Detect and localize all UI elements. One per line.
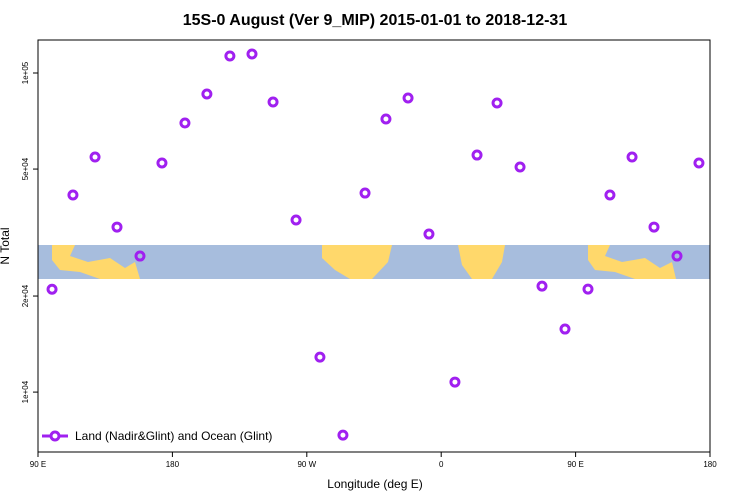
x-tick-label: 90 E (567, 460, 583, 469)
point (402, 92, 414, 104)
point (224, 50, 236, 62)
point (290, 214, 302, 226)
point (671, 250, 683, 262)
map-strip (38, 245, 710, 279)
point (514, 161, 526, 173)
point (134, 250, 146, 262)
point (359, 187, 371, 199)
point (536, 280, 548, 292)
point (179, 117, 191, 129)
y-tick-label: 5e+04 (21, 157, 30, 180)
point (111, 221, 123, 233)
x-tick-label: 0 (439, 460, 444, 469)
point (626, 151, 638, 163)
x-tick-label: 180 (166, 460, 180, 469)
point (201, 88, 213, 100)
y-axis-label: N Total (0, 227, 12, 264)
x-axis-label: Longitude (deg E) (327, 477, 422, 491)
x-tick-label: 180 (703, 460, 717, 469)
point (314, 351, 326, 363)
legend-marker (49, 430, 61, 442)
point (471, 149, 483, 161)
point (380, 113, 392, 125)
x-tick-label: 90 W (297, 460, 316, 469)
plot-frame (37, 39, 711, 453)
legend-label: Land (Nadir&Glint) and Ocean (Glint) (75, 429, 272, 443)
chart-title: 15S-0 August (Ver 9_MIP) 2015-01-01 to 2… (183, 12, 568, 29)
point (449, 376, 461, 388)
point (156, 157, 168, 169)
point (582, 283, 594, 295)
point (89, 151, 101, 163)
x-tick-label: 90 E (30, 460, 46, 469)
point (423, 228, 435, 240)
point (693, 157, 705, 169)
point (337, 429, 349, 441)
y-tick-label: 2e+04 (21, 284, 30, 307)
point (491, 97, 503, 109)
point (648, 221, 660, 233)
point (559, 323, 571, 335)
y-tick-label: 1e+04 (21, 380, 30, 403)
y-tick-label: 1e+05 (21, 61, 30, 84)
point (246, 48, 258, 60)
point (46, 283, 58, 295)
point (267, 96, 279, 108)
point (604, 189, 616, 201)
point (67, 189, 79, 201)
